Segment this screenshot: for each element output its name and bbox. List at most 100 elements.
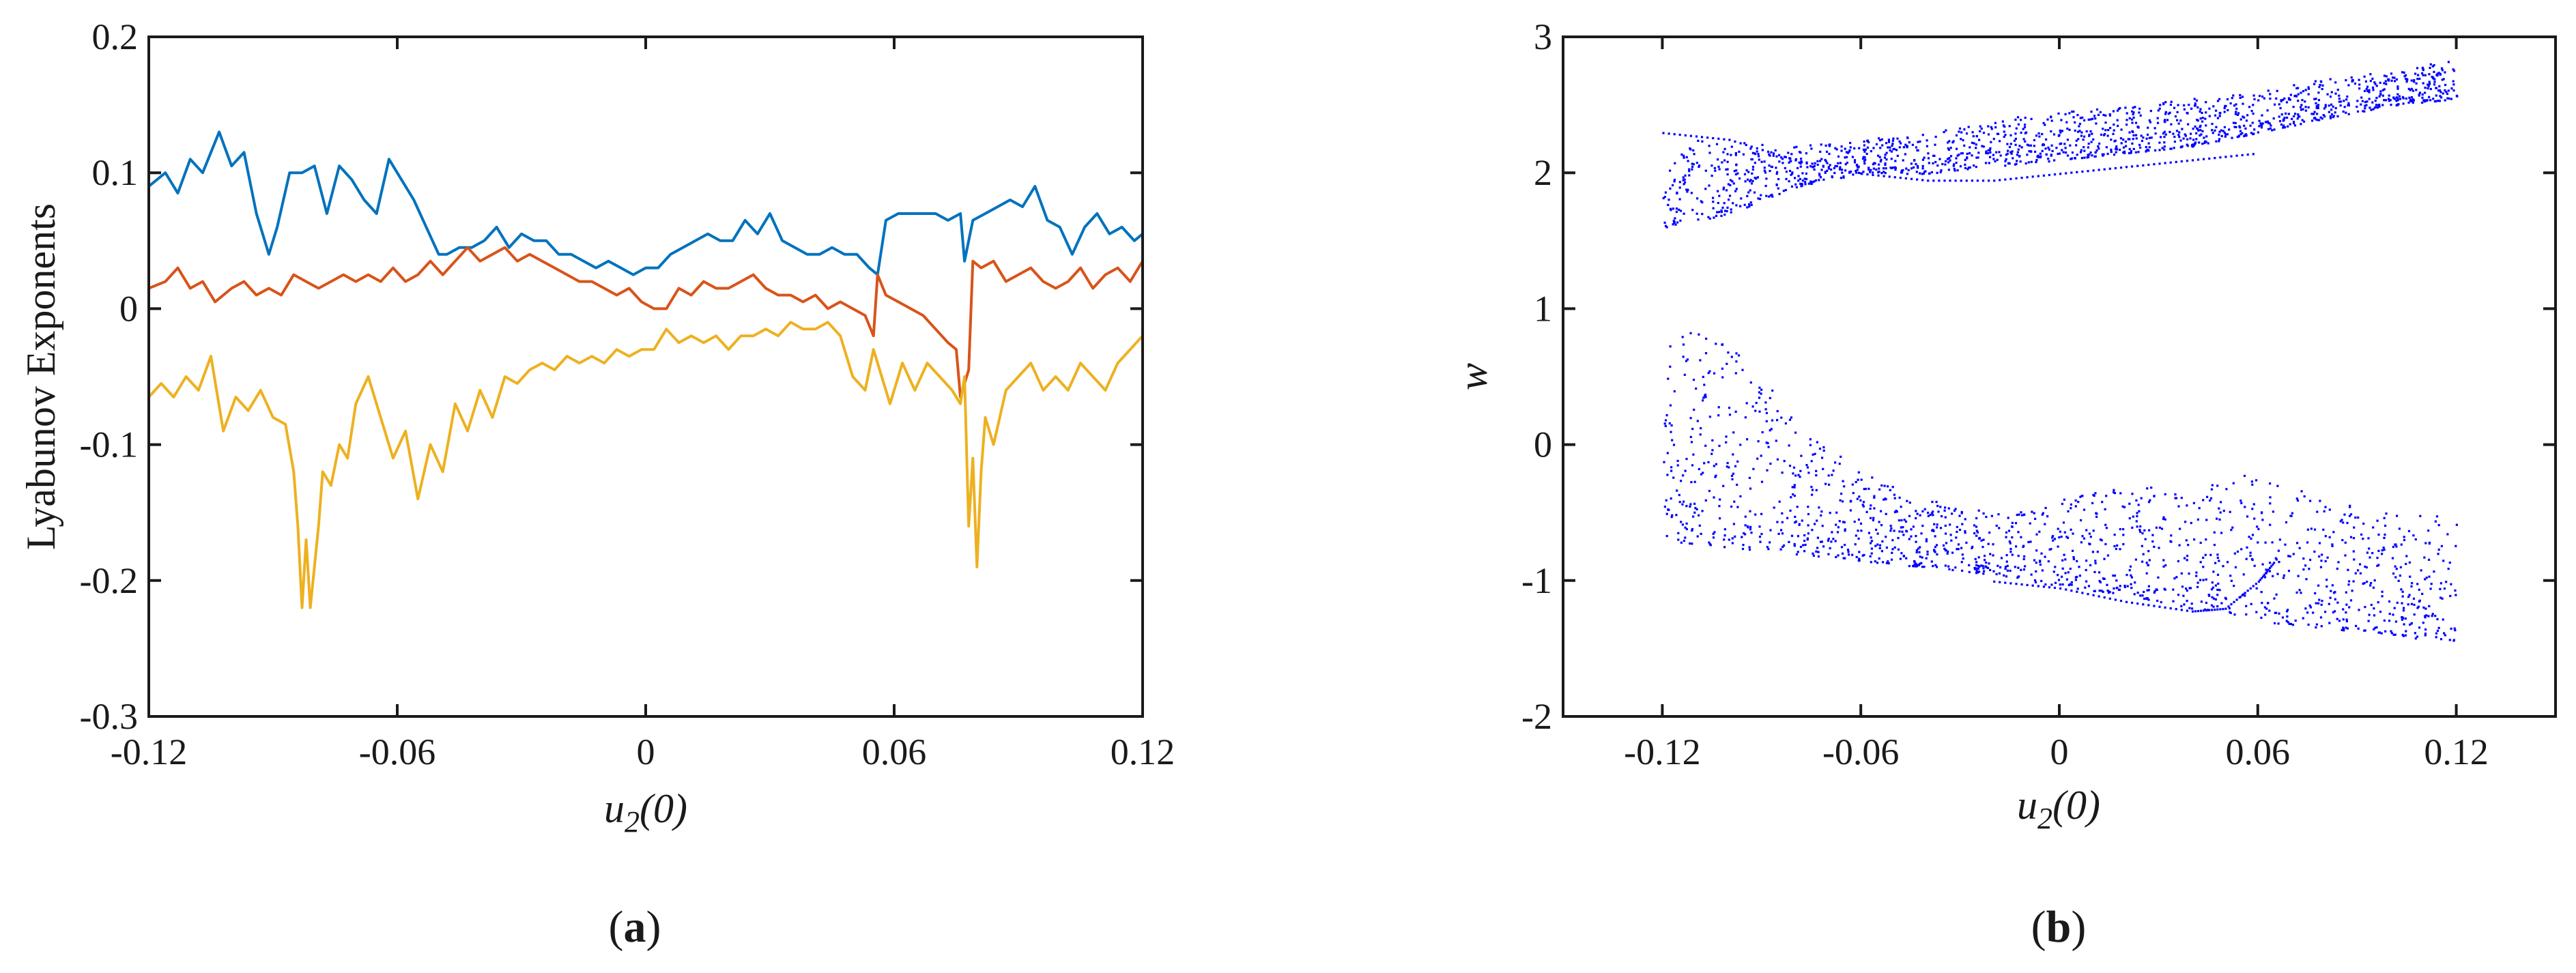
scatter-point bbox=[2321, 553, 2323, 556]
scatter-point bbox=[1877, 171, 1880, 174]
scatter-point bbox=[2183, 108, 2186, 111]
scatter-point bbox=[2106, 134, 2109, 137]
scatter-point bbox=[2211, 581, 2214, 584]
scatter-point bbox=[2092, 169, 2095, 172]
scatter-point bbox=[2257, 131, 2259, 134]
scatter-point bbox=[2319, 84, 2321, 87]
scatter-point bbox=[1885, 562, 1888, 564]
scatter-point bbox=[2141, 560, 2144, 563]
scatter-point bbox=[2269, 98, 2272, 100]
scatter-point bbox=[2422, 67, 2424, 70]
scatter-point bbox=[1695, 162, 1698, 164]
scatter-point bbox=[1908, 502, 1911, 504]
scatter-point bbox=[1714, 476, 1717, 478]
scatter-point bbox=[2066, 128, 2069, 130]
scatter-point bbox=[2020, 511, 2022, 514]
scatter-point bbox=[1701, 140, 1704, 143]
scatter-point bbox=[2159, 104, 2162, 106]
scatter-point bbox=[2347, 102, 2350, 104]
scatter-point bbox=[2317, 602, 2320, 605]
scatter-point bbox=[2393, 76, 2396, 79]
scatter-point bbox=[1830, 540, 1833, 543]
scatter-point bbox=[2196, 158, 2200, 161]
scatter-point bbox=[1664, 191, 1667, 194]
scatter-point bbox=[2433, 70, 2435, 73]
scatter-point bbox=[2022, 138, 2025, 141]
scatter-point bbox=[1995, 572, 1998, 576]
scatter-point bbox=[1803, 534, 1806, 537]
scatter-point bbox=[1685, 360, 1688, 362]
scatter-point bbox=[2136, 512, 2138, 514]
scatter-point bbox=[1798, 523, 1801, 525]
scatter-point bbox=[1943, 131, 1945, 134]
scatter-point bbox=[2057, 152, 2059, 156]
scatter-point bbox=[2138, 107, 2141, 110]
scatter-point bbox=[2280, 113, 2283, 116]
scatter-point bbox=[2302, 568, 2305, 571]
scatter-point bbox=[2341, 519, 2343, 521]
scatter-point bbox=[2409, 575, 2412, 578]
scatter-point bbox=[2156, 117, 2159, 119]
scatter-point bbox=[1992, 138, 1995, 141]
scatter-point bbox=[2037, 175, 2040, 177]
scatter-point bbox=[2033, 512, 2035, 514]
scatter-point bbox=[2179, 119, 2182, 122]
scatter-point bbox=[1670, 431, 1672, 433]
scatter-point bbox=[2456, 95, 2459, 98]
scatter-point bbox=[1788, 465, 1792, 467]
scatter-point bbox=[1775, 439, 1777, 442]
scatter-point bbox=[2217, 582, 2220, 585]
scatter-point bbox=[1960, 138, 1962, 141]
scatter-point bbox=[2195, 575, 2198, 577]
scatter-point bbox=[2022, 557, 2025, 560]
scatter-point bbox=[2193, 98, 2196, 100]
scatter-point bbox=[2186, 143, 2188, 146]
scatter-point bbox=[1785, 171, 1788, 173]
scatter-point bbox=[2361, 100, 2364, 102]
scatter-point bbox=[1992, 570, 1995, 572]
scatter-point bbox=[2169, 607, 2172, 610]
scatter-point bbox=[2102, 113, 2105, 117]
scatter-point bbox=[2296, 499, 2300, 502]
scatter-point bbox=[1721, 161, 1723, 164]
scatter-point bbox=[2369, 73, 2372, 76]
scatter-point bbox=[1785, 177, 1788, 180]
scatter-point bbox=[1870, 540, 1874, 542]
scatter-point bbox=[2083, 156, 2086, 159]
scatter-point bbox=[1878, 488, 1881, 491]
scatter-point bbox=[1934, 546, 1937, 549]
scatter-point bbox=[2142, 553, 2145, 555]
scatter-point bbox=[2328, 536, 2331, 538]
scatter-point bbox=[1989, 151, 1992, 154]
scatter-point bbox=[2170, 534, 2173, 537]
scatter-point bbox=[1985, 516, 1988, 519]
scatter-point bbox=[1986, 566, 1989, 569]
scatter-point bbox=[1820, 540, 1823, 543]
scatter-point bbox=[1944, 163, 1947, 166]
scatter-point bbox=[2078, 575, 2081, 577]
scatter-point bbox=[1917, 166, 1919, 169]
scatter-point bbox=[2149, 121, 2151, 124]
scatter-point bbox=[2439, 91, 2442, 93]
scatter-point bbox=[1923, 156, 1926, 159]
scatter-point bbox=[2342, 626, 2345, 629]
scatter-point bbox=[2343, 628, 2345, 630]
scatter-point bbox=[1689, 435, 1692, 438]
scatter-point bbox=[2252, 153, 2255, 156]
scatter-point bbox=[1834, 147, 1837, 149]
scatter-point bbox=[1892, 137, 1895, 140]
scatter-point bbox=[1678, 198, 1681, 201]
scatter-point bbox=[2268, 122, 2271, 125]
scatter-point bbox=[2252, 94, 2255, 97]
x-tick-label: 0.12 bbox=[1111, 731, 1175, 772]
scatter-point bbox=[1801, 172, 1804, 175]
scatter-point bbox=[2229, 102, 2232, 105]
scatter-point bbox=[2230, 579, 2233, 582]
scatter-point bbox=[2024, 162, 2027, 165]
scatter-point bbox=[2224, 607, 2227, 610]
panel-label: (b) bbox=[2031, 902, 2087, 952]
scatter-point bbox=[1669, 365, 1672, 368]
scatter-point bbox=[2337, 561, 2340, 564]
scatter-point bbox=[2195, 132, 2198, 134]
scatter-point bbox=[2369, 80, 2372, 83]
